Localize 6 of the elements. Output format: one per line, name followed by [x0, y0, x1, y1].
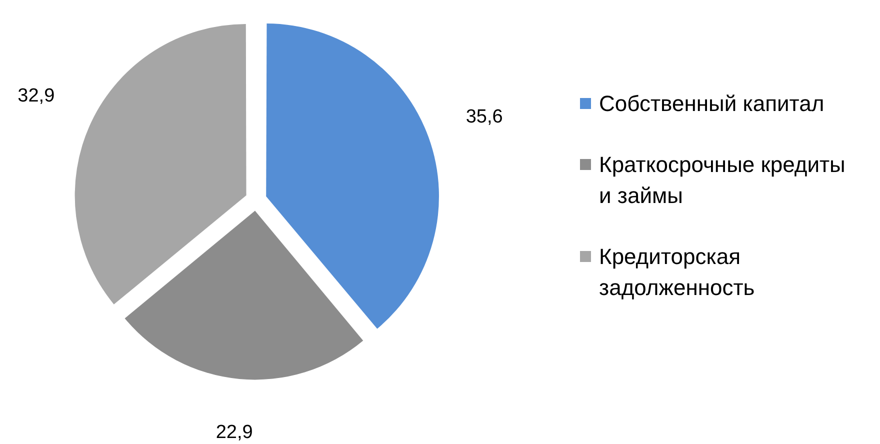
legend-label: Кредиторская задолженность: [599, 243, 756, 302]
data-label: 22,9: [216, 422, 253, 443]
legend-label: Краткосрочные кредиты и займы: [599, 151, 846, 210]
legend-label: Собственный капитал: [599, 90, 826, 118]
data-label: 32,9: [18, 86, 55, 107]
data-label: 35,6: [466, 106, 503, 128]
